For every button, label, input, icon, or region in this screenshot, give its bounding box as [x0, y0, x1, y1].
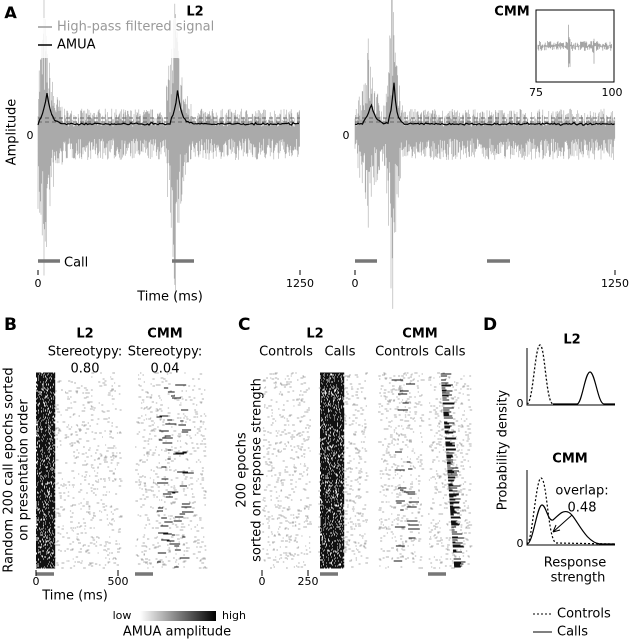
inset-tick-label: 75 [529, 86, 543, 99]
stat-label: Stereotypy: [48, 345, 123, 360]
panel-title: L2 [563, 333, 580, 348]
y-axis-label: 200 epochs [235, 432, 250, 508]
traces [37, 0, 616, 309]
inset-tick-label: 100 [602, 86, 623, 99]
annotation: overlap: [555, 484, 608, 499]
y-tick-label: 0 [343, 129, 350, 142]
x-axis-label: Response [544, 556, 606, 571]
y-axis-label: Probability density [496, 389, 511, 510]
legend-label: Controls [557, 607, 611, 622]
legend-label: AMUA [57, 38, 96, 53]
colorbar-high: high [222, 609, 246, 622]
amua-trace [37, 90, 300, 126]
legend-bg [0, 18, 240, 58]
column-title: L2 [76, 327, 93, 342]
x-axis-label: strength [551, 571, 606, 586]
raster-dense [440, 373, 466, 568]
x-tick-label: 1250 [286, 277, 314, 290]
amua-trace [354, 82, 615, 127]
x-axis-ticks [35, 570, 309, 576]
column-label: Calls [434, 345, 465, 360]
raster-sparse [135, 372, 208, 569]
y-tick-label: 0 [517, 397, 524, 410]
legend-label: Calls [557, 625, 588, 639]
rasters [36, 372, 473, 569]
raster-sparse [428, 372, 473, 569]
raster-dense [36, 372, 56, 569]
colorbar-low: low [113, 609, 132, 622]
legend-label: High-pass filtered signal [57, 20, 214, 35]
stat-value: 0.80 [71, 362, 100, 377]
column-label: Controls [375, 345, 429, 360]
colorbar [140, 611, 216, 621]
panel-label: B [4, 315, 17, 335]
annotation: 0.48 [568, 501, 597, 516]
inset [537, 24, 612, 68]
raster-dense [391, 379, 420, 562]
stat-label: Stereotypy: [128, 345, 203, 360]
density-curve [526, 344, 554, 405]
x-tick-label: 0 [33, 575, 40, 588]
raster-sparse [262, 372, 312, 569]
colorbar-label: AMUA amplitude [123, 625, 231, 639]
filtered-signal [37, 0, 300, 302]
y-axis-label: on presentation order [17, 399, 32, 541]
panel-label: C [238, 315, 250, 335]
panel-title: CMM [494, 5, 529, 20]
x-tick-label: 500 [108, 575, 129, 588]
y-axis-label: Amplitude [5, 99, 20, 166]
density-axes [526, 348, 615, 546]
panel-title: CMM [402, 327, 437, 342]
x-axis-label: Time (ms) [41, 589, 108, 604]
panel-label: D [483, 315, 497, 335]
y-axis-label: Random 200 call epochs sorted [2, 367, 17, 572]
y-tick-label: 0 [517, 537, 524, 550]
column-label: Calls [324, 345, 355, 360]
column-title: CMM [147, 327, 182, 342]
x-tick-label: 0 [352, 277, 359, 290]
x-axis-ticks [37, 270, 616, 275]
x-tick-label: 0 [259, 575, 266, 588]
x-axis-label: Time (ms) [136, 290, 203, 305]
x-tick-label: 250 [298, 575, 319, 588]
y-axis-label: sorted on response strength [250, 378, 265, 562]
panel-title: CMM [552, 452, 587, 467]
column-label: Controls [259, 345, 313, 360]
panel-title: L2 [306, 327, 323, 342]
filtered-signal [354, 0, 616, 309]
call-label: Call [64, 256, 88, 271]
panel-title: L2 [186, 5, 203, 20]
stat-value: 0.04 [151, 362, 180, 377]
x-tick-label: 1250 [601, 277, 629, 290]
raster-dense [320, 372, 345, 569]
annotation-arrow [552, 514, 573, 533]
inset-signal [537, 24, 612, 68]
x-tick-label: 0 [35, 277, 42, 290]
y-tick-label: 0 [27, 129, 34, 142]
raster-dense [156, 384, 194, 568]
